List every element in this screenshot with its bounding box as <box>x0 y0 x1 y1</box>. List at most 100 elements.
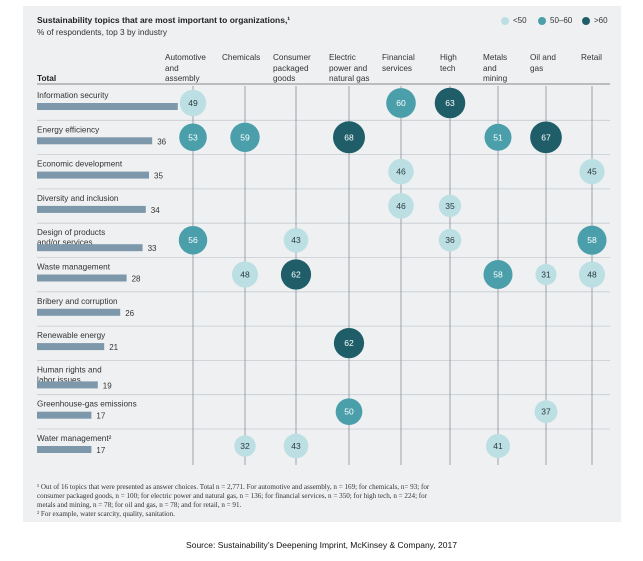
total-bar <box>37 103 178 110</box>
total-value-label: 28 <box>132 275 141 284</box>
value-bubble <box>577 225 607 255</box>
bubble-value-label: 53 <box>188 132 198 142</box>
bubble-value-label: 51 <box>493 132 503 142</box>
value-bubble <box>178 225 208 255</box>
bubble-value-label: 62 <box>344 338 354 348</box>
bubble-value-label: 63 <box>445 98 455 108</box>
total-value-label: 36 <box>157 137 166 146</box>
value-bubble <box>579 158 605 185</box>
total-value-label: 34 <box>151 206 160 215</box>
bubble-value-label: 56 <box>188 235 198 245</box>
legend-item-low: <50 <box>501 16 527 25</box>
total-value-label: 33 <box>148 244 157 253</box>
total-value-label: 19 <box>103 381 112 390</box>
total-value-label: 21 <box>109 343 118 352</box>
industry-header: Chemicals <box>222 53 261 62</box>
total-bar <box>37 244 143 252</box>
total-value-label: 35 <box>154 172 163 181</box>
bubble-value-label: 41 <box>493 441 503 451</box>
total-bar <box>37 381 98 389</box>
value-bubble <box>388 193 414 219</box>
topic-label: Design of products <box>37 228 105 237</box>
value-bubble <box>535 263 557 286</box>
topic-label: Information security <box>37 91 109 100</box>
bubble-value-label: 59 <box>240 132 250 142</box>
value-bubble <box>280 259 312 290</box>
value-bubble <box>179 123 207 152</box>
value-bubble <box>388 158 414 185</box>
value-bubble <box>578 261 606 288</box>
bubble-value-label: 46 <box>396 201 406 211</box>
value-bubble <box>335 398 363 426</box>
value-bubble <box>333 121 365 154</box>
bubble-value-label: 58 <box>587 235 597 245</box>
industry-header: Financial services <box>382 53 415 73</box>
legend-swatch-low <box>501 16 509 25</box>
value-bubble <box>534 400 558 424</box>
total-value-label: 17 <box>96 446 105 455</box>
value-bubble <box>333 327 365 359</box>
total-value-label: 26 <box>125 309 134 318</box>
bubble-value-label: 43 <box>291 235 301 245</box>
total-bar <box>37 308 121 316</box>
industry-header: Electric power and natural gas <box>329 53 370 83</box>
industry-header: Retail <box>581 53 602 62</box>
industry-header: High tech <box>440 53 457 73</box>
bubble-value-label: 46 <box>396 167 406 177</box>
topic-label: labor issues <box>37 375 81 384</box>
bubble-value-label: 48 <box>240 270 250 280</box>
bubble-value-label: 45 <box>587 167 597 177</box>
topic-label: Water management² <box>37 434 112 443</box>
industry-header: Oil and gas <box>530 53 556 73</box>
industry-header: Consumer packaged goods <box>273 53 311 83</box>
value-bubble <box>283 433 309 459</box>
value-bubble <box>434 87 466 119</box>
bubble-value-label: 36 <box>445 235 455 245</box>
legend-label-mid: 50–60 <box>550 16 573 25</box>
industry-header: Metals and mining <box>483 53 508 83</box>
value-bubble <box>283 227 309 253</box>
total-bar <box>37 446 92 453</box>
bubble-value-label: 43 <box>291 441 301 451</box>
value-bubble <box>485 433 511 459</box>
bubble-value-label: 50 <box>344 407 354 417</box>
total-column-header: Total <box>37 73 57 83</box>
legend-label-high: >60 <box>594 16 608 25</box>
value-bubble <box>234 435 256 457</box>
topic-label: and/or services <box>37 238 93 247</box>
bubble-value-label: 37 <box>541 407 551 417</box>
topic-label: Economic development <box>37 160 123 169</box>
value-bubble <box>386 88 416 118</box>
total-bar <box>37 137 153 145</box>
legend-swatch-mid <box>538 16 546 25</box>
bubble-value-label: 67 <box>541 132 551 142</box>
bubble-value-label: 35 <box>445 201 455 211</box>
total-bar <box>37 411 92 419</box>
bubble-value-label: 49 <box>188 98 198 108</box>
topic-label: Energy efficiency <box>37 125 100 134</box>
value-bubble <box>530 121 562 154</box>
topic-label: Human rights and <box>37 365 102 374</box>
topic-label: Bribery and corruption <box>37 297 118 306</box>
value-bubble <box>438 228 462 252</box>
value-bubble <box>179 89 207 117</box>
total-bar <box>37 171 149 179</box>
bubble-value-label: 68 <box>344 132 354 142</box>
bubble-value-label: 62 <box>291 270 301 280</box>
bubble-value-label: 48 <box>587 270 597 280</box>
bubble-value-label: 31 <box>541 270 551 280</box>
total-bar <box>37 343 105 351</box>
source-caption: Source: Sustainability’s Deepening Impri… <box>186 540 457 550</box>
chart-panel <box>23 6 621 522</box>
total-bar <box>37 205 146 213</box>
chart-subtitle: % of respondents, top 3 by industry <box>37 27 168 37</box>
bubble-value-label: 58 <box>493 270 503 280</box>
value-bubble <box>483 259 513 290</box>
value-bubble <box>231 261 259 288</box>
industry-header: Automotive and assembly <box>165 53 206 83</box>
legend-swatch-high <box>582 16 590 25</box>
footnote-1: ¹ Out of 16 topics that were presented a… <box>37 483 430 509</box>
chart-title: Sustainability topics that are most impo… <box>37 15 291 25</box>
topic-label: Greenhouse-gas emissions <box>37 400 137 409</box>
